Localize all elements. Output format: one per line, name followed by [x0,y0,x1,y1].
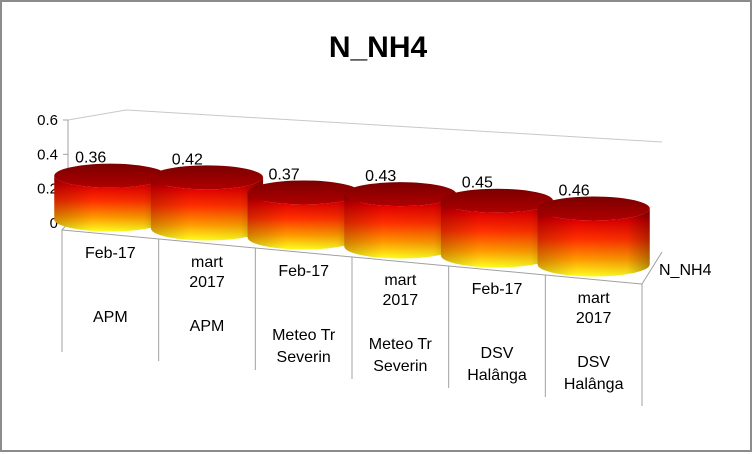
bar-shade [247,192,360,250]
bar-shade [54,175,167,232]
category-label-line: mart [578,290,611,307]
category-label-line: Severin [277,349,331,366]
category-label-line: Meteo Tr [272,327,336,344]
bar-2 [150,165,264,241]
data-label: 0.36 [75,150,106,167]
category-label: mart 2017 APM [189,254,225,335]
y-tick-label: 0.6 [37,112,58,129]
data-label: 0.43 [365,168,396,185]
bar-shade [150,177,264,241]
category-label: mart 2017 Meteo Tr Severin [369,272,433,375]
bar-shade [440,200,554,268]
bar-3 [247,180,360,250]
back-wall-top [67,109,663,143]
category-label: Feb-17 DSV Halânga [467,281,527,384]
bar-shade [537,208,650,277]
bar-top [344,182,457,207]
category-label-line: Halânga [467,367,527,384]
data-label: 0.42 [172,151,203,168]
bar-top [247,180,360,205]
bar-top [537,196,650,221]
category-label-line: mart [384,272,417,289]
data-label: 0.46 [558,183,589,200]
bar-top [440,188,554,213]
bar-4 [344,182,457,259]
bar-5 [440,188,554,268]
bar-6 [537,196,650,277]
bars-layer [54,163,650,277]
category-label-line: 2017 [383,292,419,309]
chart-title: N_NH4 [329,31,428,64]
category-label-line: Feb-17 [85,245,136,262]
categories-layer: Feb-17 APM mart 2017 APM Feb-17 Meteo Tr Severi… [61,230,643,406]
category-label-line: Feb-17 [278,263,329,280]
bar-1 [54,163,167,232]
category-label-line: 2017 [576,310,612,327]
bar-top [54,163,167,188]
category-label-line: APM [190,318,225,335]
y-tick-label: 0.2 [37,181,58,198]
category-label: Feb-17 Meteo Tr Severin [272,263,336,366]
category-label-line: Feb-17 [472,281,523,298]
y-tick-label: 0.4 [37,146,58,163]
data-label: 0.45 [462,175,493,192]
bar-top [150,165,264,190]
category-label-line: APM [93,309,128,326]
labels-layer: 0.36 0.42 0.37 0.43 0.45 0.46 [75,150,590,200]
category-label-line: 2017 [189,274,225,291]
category-label-line: Halânga [564,376,624,393]
data-label: 0.37 [268,166,299,183]
category-label-line: mart [191,254,224,271]
category-label: Feb-17 APM [85,245,136,326]
y-tick-label: 0 [50,215,58,232]
category-label-line: Severin [373,358,427,375]
category-label-line: DSV [481,345,514,362]
category-label-line: Meteo Tr [369,336,433,353]
bar-shade [344,194,457,259]
category-label: mart 2017 DSV Halânga [564,290,624,393]
legend-entry: N_NH4 [659,262,712,279]
category-label-line: DSV [577,354,610,371]
